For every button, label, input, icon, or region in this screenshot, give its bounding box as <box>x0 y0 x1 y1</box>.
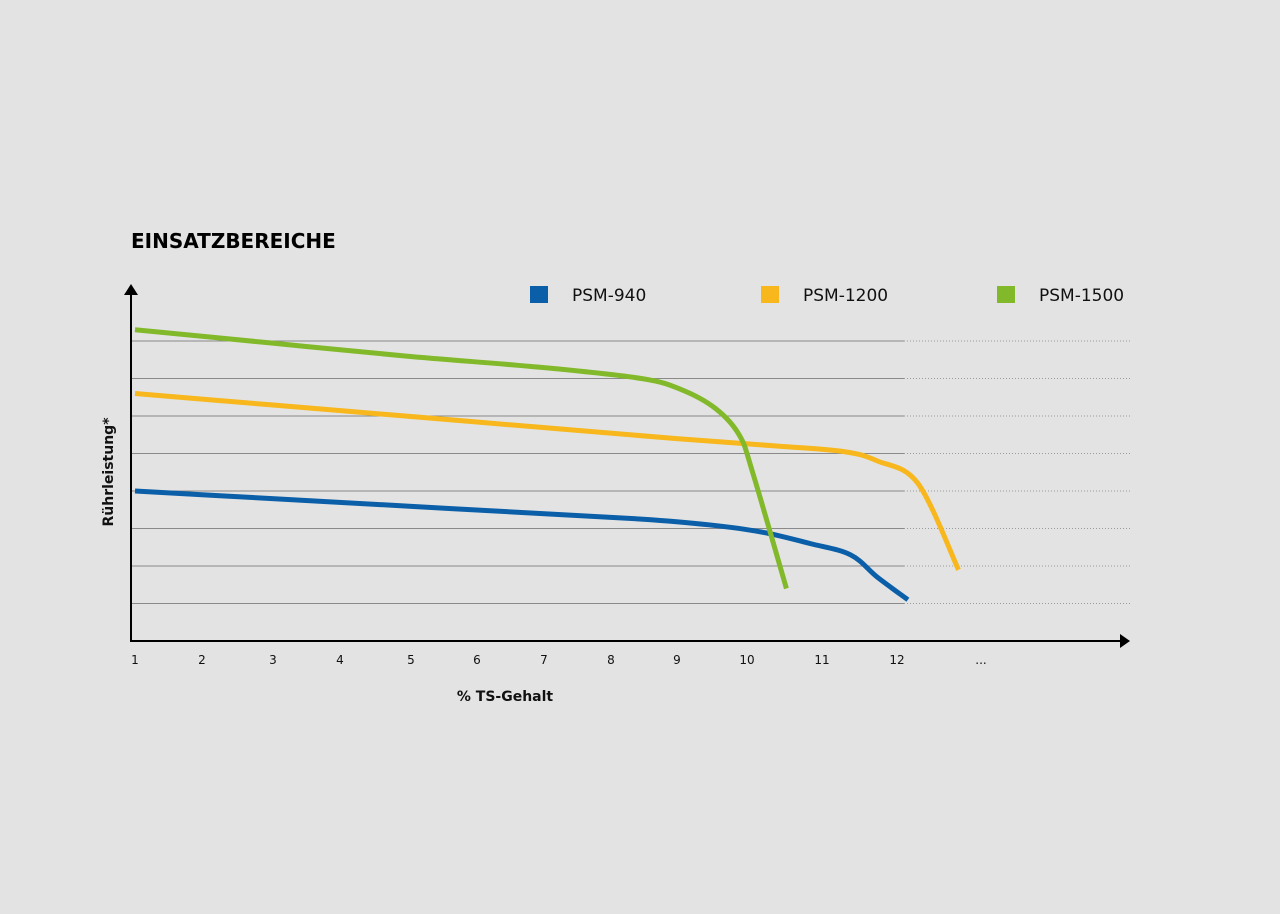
legend: PSM-940 PSM-1200 PSM-1500 <box>530 286 1124 306</box>
x-tick-12: 12 <box>889 653 904 667</box>
x-tick-9: 9 <box>673 653 681 667</box>
x-tick-10: 10 <box>739 653 754 667</box>
legend-swatch-psm-1200 <box>761 286 779 303</box>
y-axis-arrow <box>124 284 138 295</box>
x-tick-11: 11 <box>814 653 829 667</box>
x-axis-label: % TS-Gehalt <box>457 689 554 705</box>
x-tick-1: 1 <box>131 653 139 667</box>
series-line-psm-1200 <box>134 391 961 571</box>
legend-label-psm-1200: PSM-1200 <box>803 286 888 306</box>
x-tick-7: 7 <box>540 653 548 667</box>
legend-label-psm-940: PSM-940 <box>572 286 646 306</box>
x-tick-3: 3 <box>269 653 277 667</box>
legend-swatch-psm-1500 <box>997 286 1015 303</box>
series-line-psm-940 <box>134 488 910 602</box>
x-tick-2: 2 <box>198 653 206 667</box>
x-tick-5: 5 <box>407 653 415 667</box>
series-group <box>134 327 961 602</box>
y-axis-label: Rührleistung* <box>101 417 117 527</box>
x-tick-6: 6 <box>473 653 481 667</box>
gridlines <box>131 340 1132 604</box>
x-tick-8: 8 <box>607 653 615 667</box>
x-tick-more: ... <box>975 653 986 667</box>
x-tick-labels: 1 2 3 4 5 6 7 8 9 10 11 12... <box>131 653 987 667</box>
series-line-psm-1500 <box>134 327 789 590</box>
x-axis-arrow <box>1120 634 1130 648</box>
legend-swatch-psm-940 <box>530 286 548 303</box>
legend-label-psm-1500: PSM-1500 <box>1039 286 1124 306</box>
x-tick-4: 4 <box>336 653 344 667</box>
chart-title: EINSATZBEREICHE <box>131 229 336 253</box>
